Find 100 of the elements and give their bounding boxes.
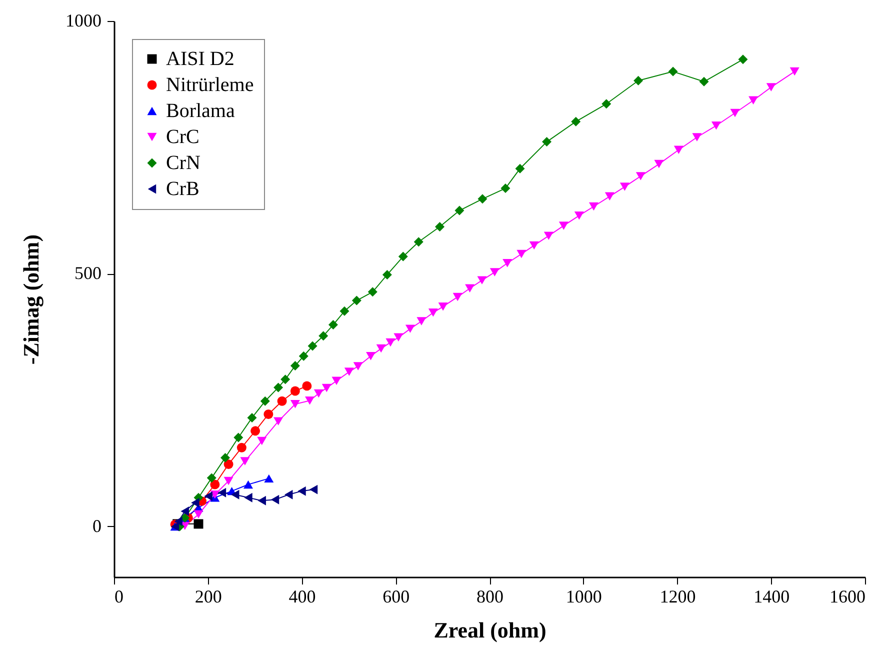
point <box>240 457 250 466</box>
point <box>636 172 646 180</box>
legend-label: Nitrürleme <box>166 74 254 96</box>
point <box>500 184 510 194</box>
point <box>588 202 598 211</box>
point <box>264 410 274 419</box>
y-tick-label: 500 <box>74 263 102 284</box>
point <box>692 133 702 142</box>
x-tick-label: 1000 <box>566 586 602 606</box>
point <box>290 386 300 396</box>
point <box>210 490 220 499</box>
point <box>322 384 332 392</box>
point <box>416 317 426 326</box>
x-tick-label: 600 <box>382 586 410 606</box>
point <box>204 491 212 501</box>
point <box>298 351 308 361</box>
point <box>711 122 721 130</box>
x-tick-label: 1400 <box>754 586 790 606</box>
point <box>730 108 740 118</box>
point <box>257 436 267 446</box>
point <box>318 331 328 341</box>
point <box>748 96 758 104</box>
point <box>247 413 257 423</box>
point <box>344 368 354 376</box>
point <box>558 222 568 230</box>
y-tick-label: 0 <box>92 516 102 536</box>
point <box>435 222 444 232</box>
point <box>180 506 189 516</box>
point <box>477 276 487 284</box>
point <box>602 99 612 109</box>
point <box>270 494 280 504</box>
point <box>194 519 204 529</box>
x-tick-label: 1200 <box>660 586 696 606</box>
point <box>766 83 776 92</box>
point <box>194 510 204 518</box>
point <box>260 396 270 406</box>
point <box>414 237 424 247</box>
point <box>304 396 314 405</box>
point <box>224 476 234 486</box>
x-axis-title: Zreal (ohm) <box>434 618 546 642</box>
x-tick-label: 0 <box>114 586 124 606</box>
point <box>452 292 462 302</box>
x-tick-label: 200 <box>194 586 222 606</box>
point <box>290 400 300 408</box>
point <box>428 308 438 317</box>
point <box>502 259 512 268</box>
point <box>230 490 240 500</box>
point <box>332 376 342 385</box>
point <box>302 381 312 391</box>
legend-label: AISI D2 <box>166 48 234 70</box>
point <box>174 516 182 526</box>
x-tick-label: 800 <box>476 586 504 606</box>
point <box>668 66 678 76</box>
point <box>516 250 526 258</box>
point <box>571 116 581 126</box>
point <box>328 320 338 330</box>
point <box>674 146 684 154</box>
point <box>244 480 253 489</box>
point <box>210 480 220 490</box>
point <box>290 360 300 370</box>
legend-label: CrN <box>166 152 200 174</box>
point <box>352 296 362 306</box>
point <box>277 396 287 406</box>
point <box>465 284 475 292</box>
point <box>250 426 260 436</box>
point <box>244 492 252 502</box>
point <box>309 484 318 494</box>
point <box>218 488 226 498</box>
y-axis-title: -Zimag (ohm) <box>18 234 44 365</box>
point <box>738 54 748 64</box>
point <box>220 452 230 462</box>
point <box>574 211 584 220</box>
x-tick-label: 400 <box>288 586 316 606</box>
point <box>206 473 216 483</box>
point <box>314 389 324 398</box>
point <box>224 460 234 470</box>
point <box>398 252 408 262</box>
point <box>542 137 552 147</box>
point <box>264 474 274 483</box>
point <box>353 362 363 370</box>
point <box>654 160 664 168</box>
point <box>438 302 448 311</box>
point <box>366 352 376 360</box>
point <box>620 182 630 191</box>
point <box>454 206 464 216</box>
point <box>368 287 378 297</box>
point <box>308 341 318 351</box>
point <box>604 192 614 200</box>
point <box>394 333 404 342</box>
point <box>274 382 284 392</box>
point <box>634 76 644 86</box>
point <box>386 338 396 347</box>
point <box>544 232 554 240</box>
point <box>191 498 200 508</box>
point <box>529 241 539 250</box>
point <box>382 270 392 280</box>
point <box>478 194 488 204</box>
point <box>699 76 709 86</box>
point <box>234 432 244 442</box>
point <box>340 306 350 316</box>
